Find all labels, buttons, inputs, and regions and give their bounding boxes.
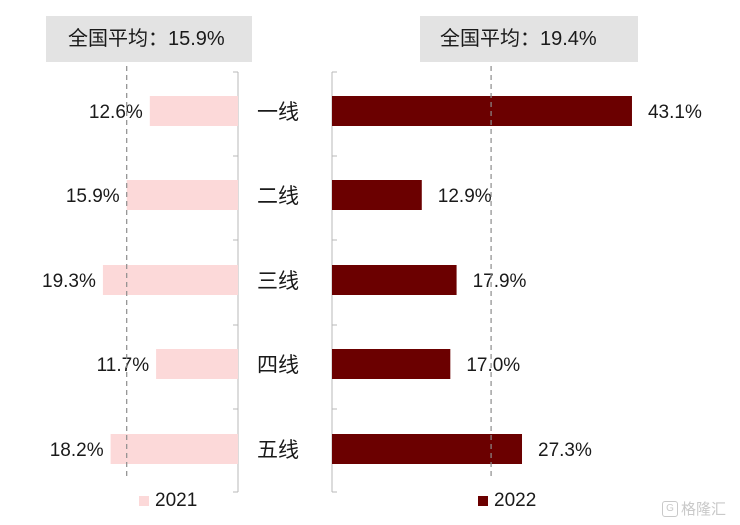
watermark-logo-icon: G — [662, 500, 678, 517]
national-average-2022-box: 全国平均：19.4% — [420, 16, 638, 62]
bar-2021-label-4: 18.2% — [50, 440, 104, 461]
legend-2021-swatch — [139, 496, 149, 506]
bar-2022-label-1: 12.9% — [438, 186, 492, 207]
bar-2022-label-2: 17.9% — [473, 271, 527, 292]
bar-2021-label-1: 15.9% — [66, 186, 120, 207]
bar-2022-0 — [332, 96, 632, 126]
bar-2022-label-3: 17.0% — [466, 355, 520, 376]
legend-2022-label: 2022 — [494, 490, 537, 511]
watermark: G 格隆汇 — [662, 498, 726, 519]
bar-2022-1 — [332, 180, 422, 210]
category-label-3: 四线 — [257, 354, 299, 377]
bar-2022-label-4: 27.3% — [538, 440, 592, 461]
bar-2021-1 — [126, 180, 238, 210]
bar-2021-label-3: 11.7% — [97, 355, 150, 376]
bar-2021-label-0: 12.6% — [89, 102, 143, 123]
category-label-2: 三线 — [257, 270, 299, 293]
bar-2021-label-2: 19.3% — [42, 271, 96, 292]
national-average-2022-label: 全国平均： — [440, 28, 540, 50]
legend-2021-label: 2021 — [155, 490, 198, 511]
category-label-1: 二线 — [257, 185, 299, 208]
category-label-4: 五线 — [257, 439, 299, 462]
national-average-2021-box: 全国平均：15.9% — [46, 16, 252, 62]
bar-2022-2 — [332, 265, 457, 295]
category-label-0: 一线 — [257, 101, 299, 124]
national-average-2021-value: 15.9% — [168, 28, 225, 50]
national-average-2022-value: 19.4% — [540, 28, 597, 50]
legend-2021: 2021 — [139, 488, 197, 514]
legend-2022: 2022 — [478, 488, 536, 514]
bar-2021-2 — [102, 265, 239, 295]
bar-2021-0 — [149, 96, 238, 126]
legend-2022-swatch — [478, 496, 488, 506]
bar-2022-4 — [332, 434, 523, 464]
bar-2022-3 — [332, 349, 451, 379]
national-average-2021-label: 全国平均： — [68, 28, 168, 50]
bar-2022-label-0: 43.1% — [648, 102, 702, 123]
watermark-text: 格隆汇 — [681, 501, 727, 518]
bar-2021-3 — [156, 349, 238, 379]
bar-2021-4 — [110, 434, 238, 464]
